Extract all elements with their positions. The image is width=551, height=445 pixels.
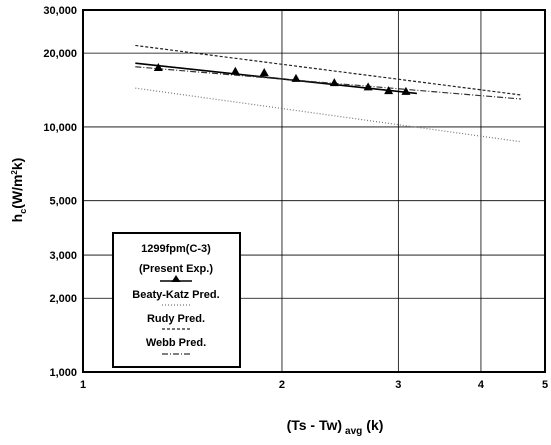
- data-point-triangle: [153, 62, 163, 71]
- data-point-triangle: [401, 86, 411, 95]
- x-axis-label-sub: avg: [345, 426, 362, 437]
- y-tick-labels: 1,000 2,000 3,000 5,000 10,000 20,000 30,000: [43, 5, 77, 379]
- legend-label-rudy: Rudy Pred.: [147, 313, 205, 325]
- series-line-1: [135, 87, 522, 143]
- data-point-triangle: [230, 66, 240, 75]
- y-tick-label: 1,000: [49, 367, 77, 379]
- y-axis-label-sup: 2: [10, 170, 19, 175]
- y-tick-label: 3,000: [49, 250, 77, 262]
- data-point-triangle: [259, 67, 269, 76]
- x-tick-label: 5: [542, 379, 548, 391]
- data-point-triangle: [291, 73, 301, 82]
- data-point-triangle: [384, 86, 394, 95]
- y-tick-label: 5,000: [49, 196, 77, 208]
- legend-marker-triangle: [171, 275, 181, 282]
- x-axis-label: (Ts - Tw) avg (k): [287, 417, 384, 437]
- legend-box: [112, 232, 241, 368]
- data-markers: [153, 62, 411, 95]
- legend: 1299fpm(C-3) (Present Exp.) Beaty-Katz P…: [112, 232, 241, 368]
- x-tick-label: 4: [478, 379, 485, 391]
- y-tick-label: 2,000: [49, 293, 77, 305]
- y-tick-label: 30,000: [43, 5, 77, 17]
- legend-title: 1299fpm(C-3): [141, 243, 211, 255]
- x-tick-labels: 1 2 3 4 5: [80, 379, 548, 391]
- data-point-triangle: [329, 78, 339, 87]
- series-line-3: [135, 66, 522, 100]
- y-tick-label: 20,000: [43, 48, 77, 60]
- plot-frame: [82, 9, 546, 373]
- x-tick-label: 3: [395, 379, 401, 391]
- data-point-triangle: [363, 82, 373, 91]
- legend-label-present-exp: (Present Exp.): [139, 263, 213, 275]
- y-tick-label: 10,000: [43, 122, 77, 134]
- y-axis-label: hc(W/m2k): [9, 158, 28, 223]
- x-tick-label: 2: [279, 379, 285, 391]
- x-tick-label: 1: [80, 379, 86, 391]
- y-axis-label-sub: c: [18, 209, 28, 214]
- legend-label-beaty-katz: Beaty-Katz Pred.: [132, 289, 219, 301]
- legend-label-webb: Webb Pred.: [146, 337, 206, 349]
- series-fit-line-present-exp: [135, 62, 417, 95]
